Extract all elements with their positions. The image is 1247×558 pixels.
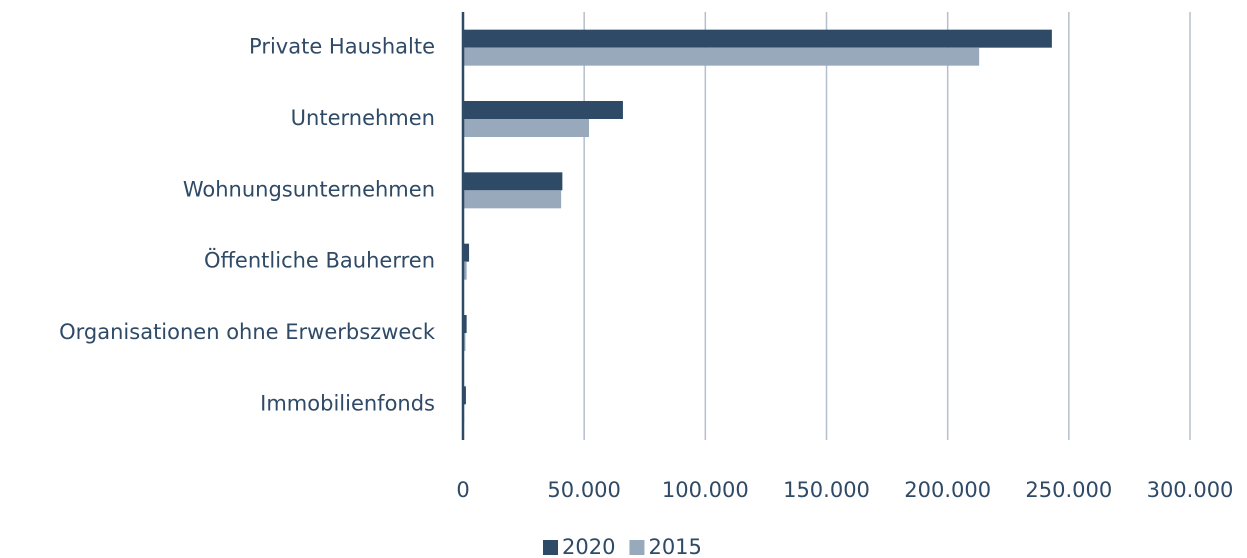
x-tick-label: 150.000 (783, 478, 870, 502)
bar (463, 119, 590, 137)
bar (463, 243, 470, 262)
y-tick-label: Wohnungsunternehmen (183, 177, 435, 201)
bar (463, 190, 562, 209)
y-tick-label: Organisationen ohne Erwerbszweck (59, 320, 436, 344)
bar (463, 47, 980, 66)
x-tick-label: 300.000 (1147, 478, 1234, 502)
bar (463, 315, 467, 333)
legend-label: 2015 (648, 535, 701, 558)
x-tick-label: 250.000 (1025, 478, 1112, 502)
y-tick-label: Öffentliche Bauherren (204, 248, 435, 273)
legend-label: 2020 (562, 535, 615, 558)
x-tick-label: 50.000 (547, 478, 620, 502)
bar (463, 261, 467, 280)
y-tick-label: Immobilienfonds (260, 391, 435, 415)
x-tick-label: 200.000 (904, 478, 991, 502)
x-tick-label: 100.000 (662, 478, 749, 502)
x-tick-label: 0 (456, 478, 469, 502)
legend-swatch (629, 540, 645, 555)
legend-swatch (543, 540, 558, 555)
bar (463, 172, 563, 191)
bar (463, 386, 466, 405)
y-tick-label: Unternehmen (291, 106, 435, 130)
y-tick-label: Private Haushalte (249, 35, 435, 59)
bar (463, 101, 623, 119)
bar (463, 29, 1052, 48)
